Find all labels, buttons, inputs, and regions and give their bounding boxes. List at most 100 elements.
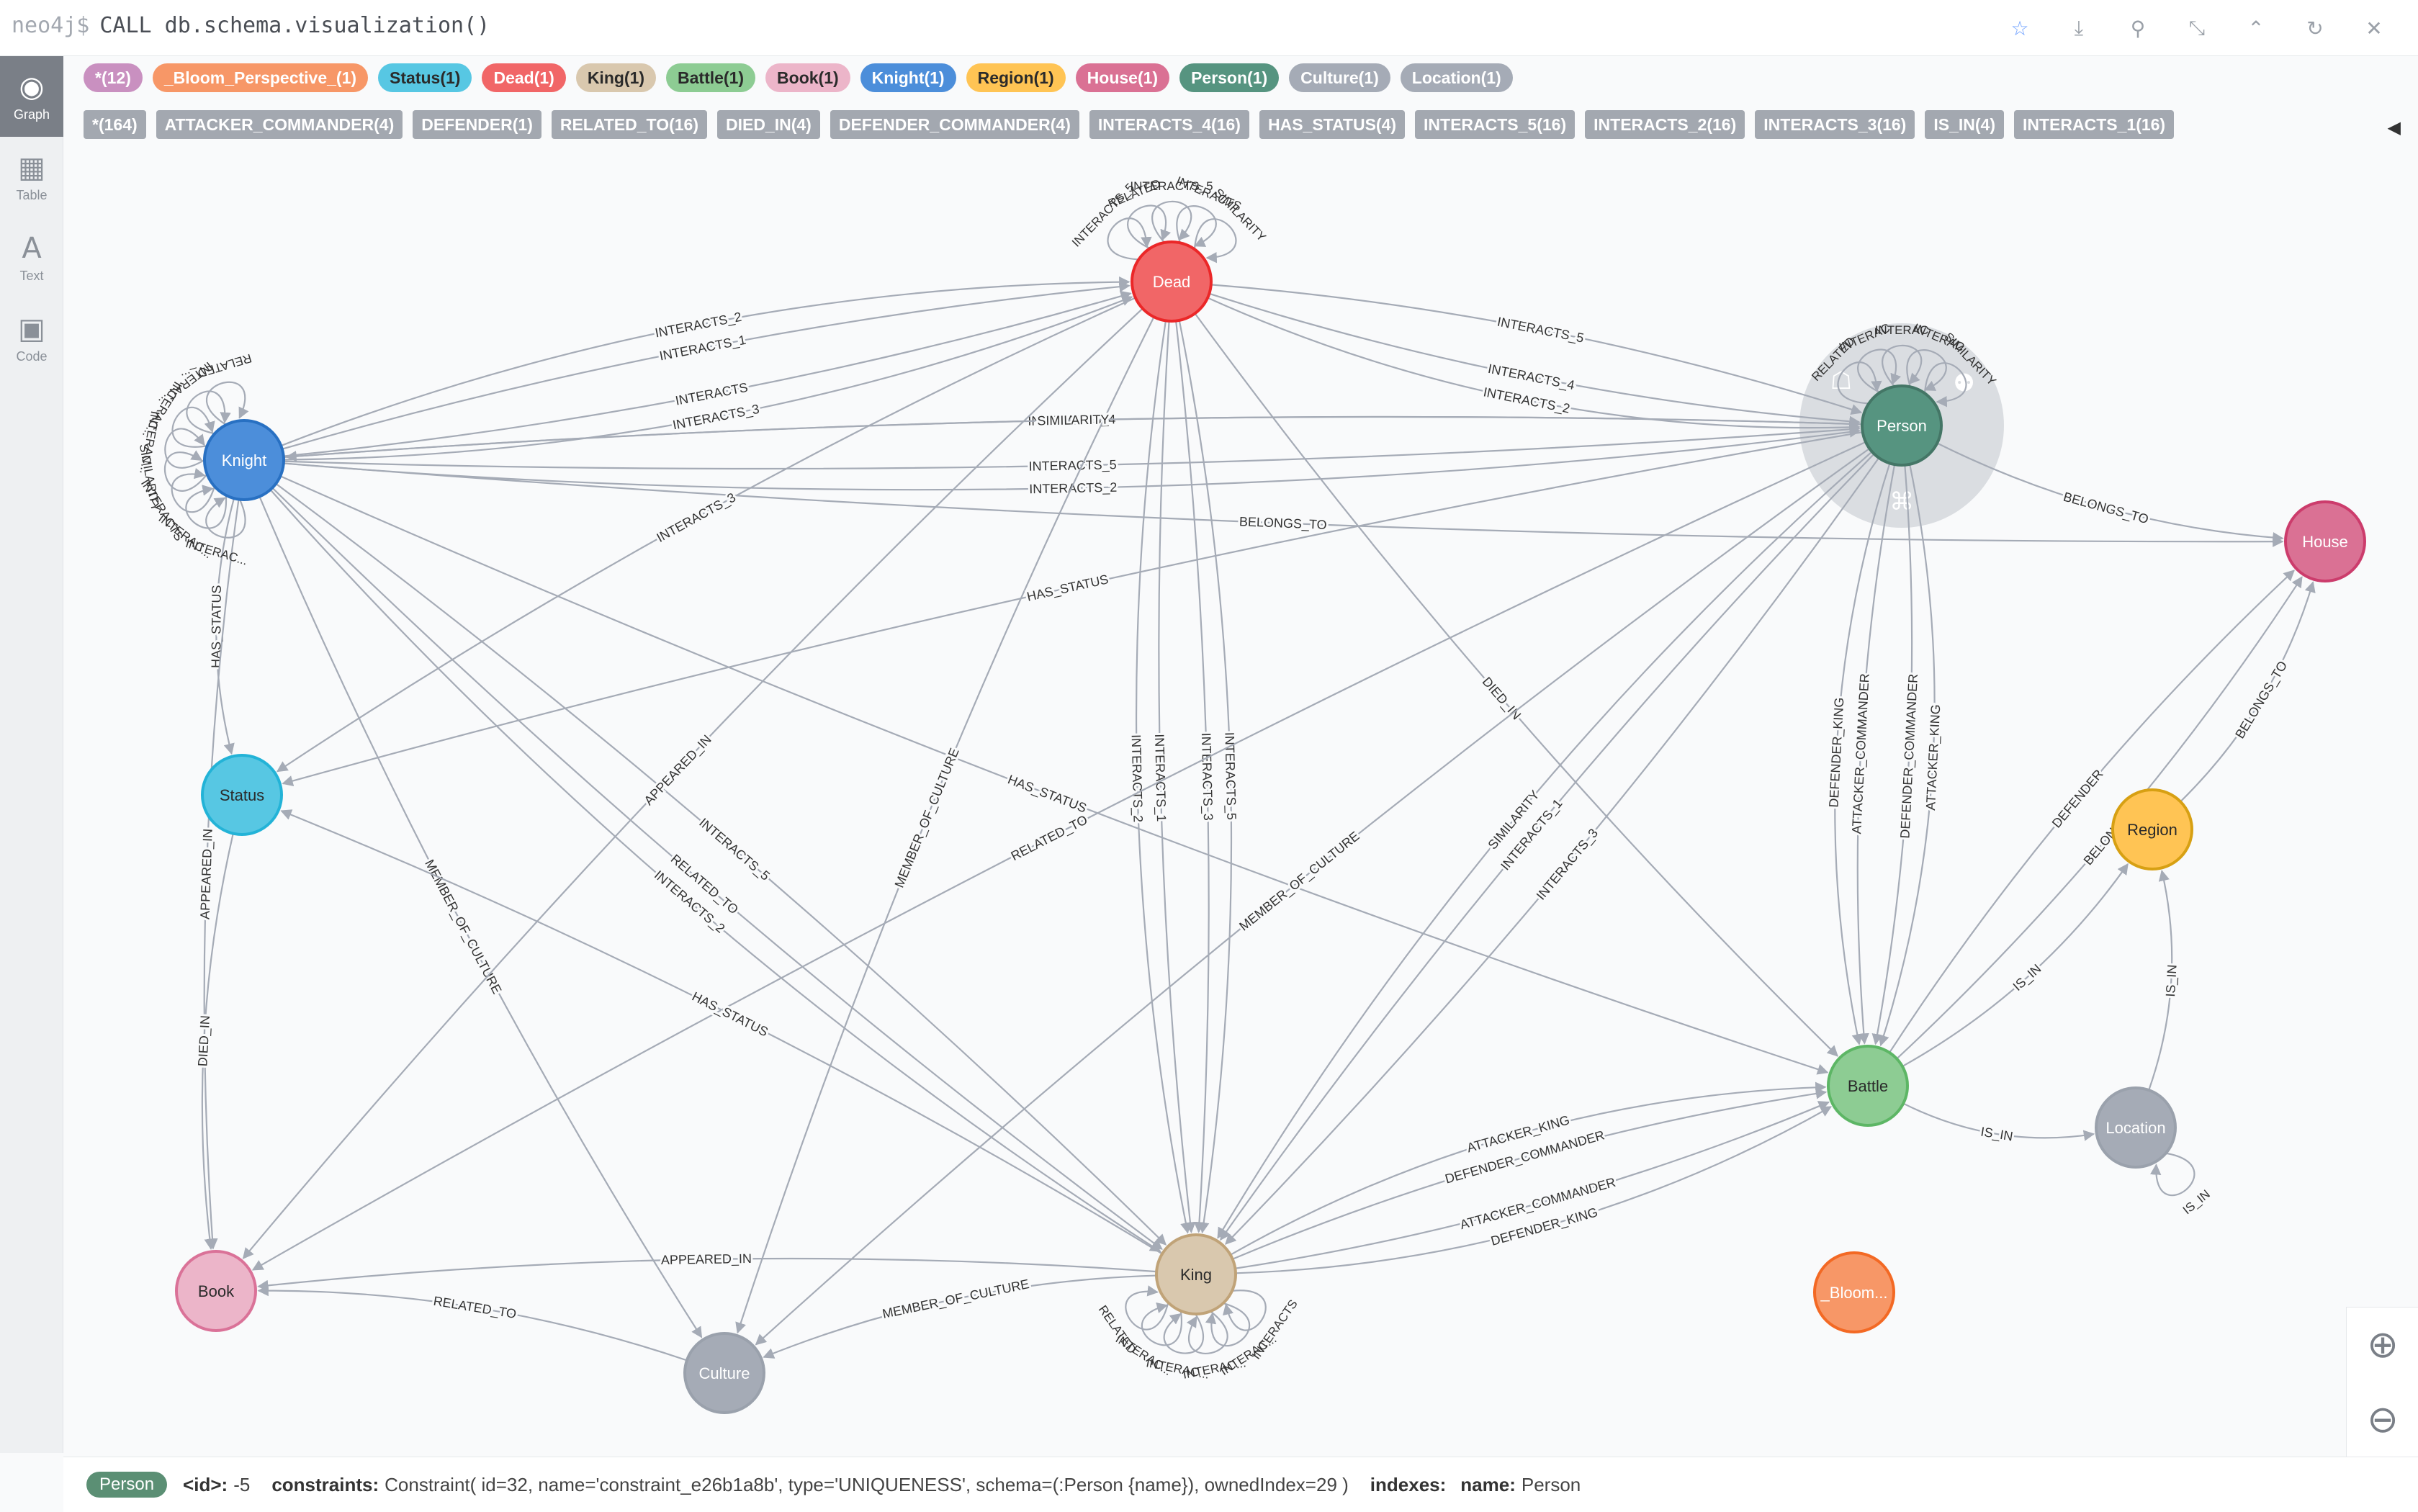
node-house[interactable]: House (2284, 500, 2366, 582)
self-loop-edge[interactable] (1223, 1290, 1267, 1331)
node-label-pill[interactable]: Dead(1) (482, 63, 566, 92)
self-loop-edge[interactable] (163, 450, 208, 492)
collapse-icon[interactable]: ⤡ (2188, 16, 2206, 39)
relationship-edge[interactable] (1175, 320, 1210, 1233)
relationship-edge[interactable] (2180, 581, 2316, 803)
relationship-edge[interactable] (1210, 284, 1863, 415)
self-loop-edge[interactable] (206, 381, 249, 426)
self-loop-edge[interactable] (185, 485, 227, 529)
node-circle[interactable] (2095, 1086, 2177, 1169)
relationship-edge[interactable] (203, 499, 240, 1250)
self-loop-edge[interactable] (1125, 1285, 1169, 1331)
download-icon[interactable]: ⤓ (2074, 16, 2084, 39)
relationship-edge[interactable] (1871, 464, 1913, 1045)
sidebar-item-text[interactable]: A Text (0, 217, 63, 298)
self-loop-edge[interactable] (1837, 361, 1882, 405)
self-loop-edge[interactable] (186, 390, 231, 435)
node-location[interactable]: Location (2095, 1086, 2177, 1169)
node-circle[interactable] (683, 1332, 765, 1414)
node-knight[interactable]: Knight (203, 419, 285, 501)
self-loop-edge[interactable] (205, 497, 246, 539)
node-label-pill[interactable]: _Bloom_Perspective_(1) (152, 63, 369, 92)
relationship-type-pill[interactable]: INTERACTS_1(16) (2014, 110, 2175, 139)
node-region[interactable]: Region (2111, 788, 2193, 870)
chevron-up-icon[interactable]: ⌃ (2247, 17, 2265, 40)
relationship-type-pill[interactable]: IS_IN(4) (1925, 110, 2004, 139)
self-loop-edge[interactable] (1205, 1302, 1251, 1347)
node-label-pill[interactable]: Region(1) (966, 63, 1066, 92)
self-loop-edge[interactable] (1193, 218, 1237, 264)
relationship-edge[interactable] (257, 1257, 1157, 1292)
node-circle[interactable] (2111, 788, 2193, 870)
relationship-edge[interactable] (1936, 442, 2284, 544)
node-circle[interactable] (175, 1250, 257, 1332)
zoom-out-icon[interactable]: ⊖ (2367, 1399, 2399, 1441)
relationship-edge[interactable] (1220, 453, 1875, 1241)
relationship-edge[interactable] (285, 415, 1863, 462)
node-circle[interactable] (1861, 384, 1943, 467)
collapse-legend-icon[interactable]: ◀ (2387, 118, 2401, 138)
self-loop-edge[interactable] (1857, 348, 1901, 393)
relationship-edge[interactable] (215, 498, 235, 755)
node-king[interactable]: King (1155, 1233, 1237, 1315)
relationship-edge[interactable] (279, 475, 1829, 1075)
relationship-edge[interactable] (735, 316, 1155, 1334)
self-loop-edge[interactable] (1127, 204, 1171, 249)
refresh-icon[interactable]: ↻ (2306, 17, 2324, 40)
relationship-edge[interactable] (283, 426, 1861, 491)
self-loop-edge[interactable] (1176, 205, 1217, 247)
node-battle[interactable]: Battle (1827, 1045, 1909, 1127)
relationship-type-pill[interactable]: INTERACTS_5(16) (1415, 110, 1576, 139)
node-culture[interactable]: Culture (683, 1332, 765, 1414)
node-circle[interactable] (1827, 1045, 1909, 1127)
relationship-edge[interactable] (201, 833, 234, 1250)
relationship-edge[interactable] (280, 809, 1163, 1255)
relationship-edge[interactable] (280, 276, 1131, 447)
relationship-edge[interactable] (251, 441, 1866, 1271)
sidebar-item-code[interactable]: ▣ Code (0, 298, 63, 379)
node-bloom[interactable]: _Bloom... (1813, 1251, 1895, 1333)
relationship-edge[interactable] (1135, 320, 1192, 1234)
relationship-type-pill[interactable]: *(164) (84, 110, 146, 139)
node-circle[interactable] (2284, 500, 2366, 582)
self-loop-edge[interactable] (164, 428, 205, 469)
relationship-edge[interactable] (282, 431, 1863, 787)
node-label-pill[interactable]: Battle(1) (666, 63, 756, 92)
node-label-pill[interactable]: Location(1) (1400, 63, 1513, 92)
footer-label-badge[interactable]: Person (86, 1472, 168, 1498)
relationship-edge[interactable] (271, 487, 1163, 1250)
relationship-edge[interactable] (1178, 320, 1233, 1234)
relationship-type-pill[interactable]: HAS_STATUS(4) (1259, 110, 1406, 139)
graph-svg[interactable]: ☖ ⚉⌘INTERACTSINTERACTSINTERACTS_1INTERACT… (63, 148, 2418, 1457)
self-loop-edge[interactable] (171, 406, 215, 448)
node-label-pill[interactable]: Person(1) (1179, 63, 1280, 92)
node-label-pill[interactable]: Culture(1) (1289, 63, 1390, 92)
node-label-pill[interactable]: Book(1) (765, 63, 850, 92)
relationship-edge[interactable] (1217, 451, 1873, 1239)
lock-icon[interactable]: ☖ (1830, 367, 1852, 395)
relationship-edge[interactable] (1896, 576, 2303, 1060)
node-circle[interactable] (1813, 1251, 1895, 1333)
node-circle[interactable] (1155, 1233, 1237, 1315)
node-circle[interactable] (201, 754, 283, 836)
node-label-pill[interactable]: Status(1) (378, 63, 472, 92)
relationship-edge[interactable] (1232, 1088, 1828, 1260)
self-loop-edge[interactable] (1923, 362, 1967, 408)
relationship-edge[interactable] (1834, 463, 1891, 1045)
relationship-type-pill[interactable]: RELATED_TO(16) (551, 110, 707, 139)
relationship-edge[interactable] (1230, 1081, 1827, 1256)
relationship-edge[interactable] (282, 281, 1131, 450)
node-label-pill[interactable]: House(1) (1075, 63, 1170, 92)
self-loop-edge[interactable] (1141, 1302, 1183, 1346)
relationship-edge[interactable] (1225, 457, 1880, 1245)
relationship-edge[interactable] (283, 423, 1861, 470)
relationship-type-pill[interactable]: INTERACTS_4(16) (1089, 110, 1249, 139)
self-loop-edge[interactable] (1906, 349, 1947, 391)
sidebar-item-table[interactable]: ▦ Table (0, 137, 63, 217)
zoom-in-icon[interactable]: ⊕ (2367, 1324, 2399, 1366)
relationship-edge[interactable] (283, 290, 1132, 457)
relationship-edge[interactable] (1209, 292, 1861, 427)
node-status[interactable]: Status (201, 754, 283, 836)
self-loop-edge[interactable] (1882, 344, 1923, 387)
sidebar-item-graph[interactable]: ◉ Graph (0, 56, 63, 137)
